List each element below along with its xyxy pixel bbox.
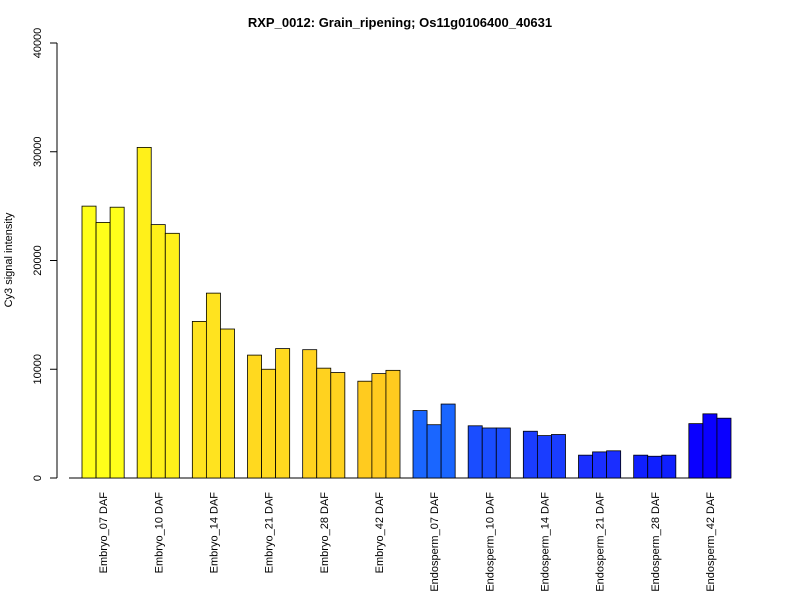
- bar-group: [247, 348, 291, 479]
- bar-group: [467, 425, 511, 479]
- bar: [606, 450, 622, 479]
- bar: [164, 232, 180, 479]
- bar: [440, 403, 456, 479]
- bar: [716, 417, 732, 479]
- x-category-label: Endosperm_07 DAF: [429, 492, 441, 592]
- bar: [426, 424, 442, 479]
- bar-group: [136, 146, 180, 479]
- bar: [357, 380, 373, 479]
- bar: [412, 410, 428, 479]
- bar: [385, 369, 401, 479]
- bar: [191, 320, 207, 479]
- bar: [261, 368, 277, 479]
- bar: [371, 373, 387, 479]
- bar: [150, 224, 166, 479]
- bar-group: [191, 292, 235, 479]
- bar: [661, 454, 677, 479]
- bar: [647, 455, 663, 479]
- bar: [522, 430, 538, 479]
- bar: [275, 348, 291, 479]
- bar: [81, 205, 97, 479]
- x-category-label: Endosperm_42 DAF: [705, 492, 717, 592]
- bar: [247, 354, 262, 479]
- bar-group: [688, 413, 732, 479]
- bar-group: [412, 403, 456, 479]
- bar-group: [522, 430, 566, 479]
- x-category-label: Embryo_10 DAF: [153, 492, 165, 574]
- bar-group: [578, 450, 622, 479]
- chart-title: RXP_0012: Grain_ripening; Os11g0106400_4…: [248, 15, 552, 30]
- x-category-label: Endosperm_28 DAF: [650, 492, 662, 592]
- y-tick-label: 30000: [32, 136, 44, 167]
- bar-group: [81, 205, 125, 479]
- y-axis-label: Cy3 signal intensity: [3, 212, 15, 307]
- bar: [136, 146, 152, 479]
- x-category-label: Endosperm_21 DAF: [595, 492, 607, 592]
- x-category-label: Endosperm_14 DAF: [539, 492, 551, 592]
- bar-group: [302, 349, 346, 479]
- bar: [467, 425, 483, 479]
- bar-group: [633, 454, 677, 479]
- x-category-label: Embryo_07 DAF: [98, 492, 110, 574]
- x-category-label: Endosperm_10 DAF: [484, 492, 496, 592]
- y-axis: 0 10000 20000 30000 40000: [32, 28, 58, 481]
- x-category-label: Embryo_14 DAF: [208, 492, 220, 574]
- bar: [688, 423, 704, 479]
- bar: [95, 222, 111, 479]
- bar: [330, 372, 346, 479]
- bar: [633, 454, 649, 479]
- x-category-label: Embryo_42 DAF: [374, 492, 386, 574]
- bar-group: [357, 369, 401, 479]
- y-tick-label: 40000: [32, 28, 44, 59]
- bar: [316, 367, 332, 479]
- bar: [220, 328, 235, 479]
- bar: [481, 427, 497, 479]
- bar: [592, 451, 608, 479]
- bar: [495, 427, 511, 479]
- y-tick-label: 0: [32, 475, 44, 481]
- bar: [578, 454, 593, 479]
- bar: [109, 206, 125, 479]
- bar: [302, 349, 318, 479]
- category-labels: Embryo_07 DAF Embryo_10 DAF Embryo_14 DAF E…: [98, 492, 717, 592]
- y-tick-label: 20000: [32, 245, 44, 276]
- bars: [81, 146, 732, 479]
- bar: [551, 434, 566, 479]
- x-category-label: Embryo_21 DAF: [264, 492, 276, 574]
- bar: [205, 292, 221, 479]
- bar: [702, 413, 718, 479]
- x-category-label: Embryo_28 DAF: [319, 492, 331, 574]
- y-tick-label: 10000: [32, 354, 44, 385]
- bar: [536, 435, 552, 479]
